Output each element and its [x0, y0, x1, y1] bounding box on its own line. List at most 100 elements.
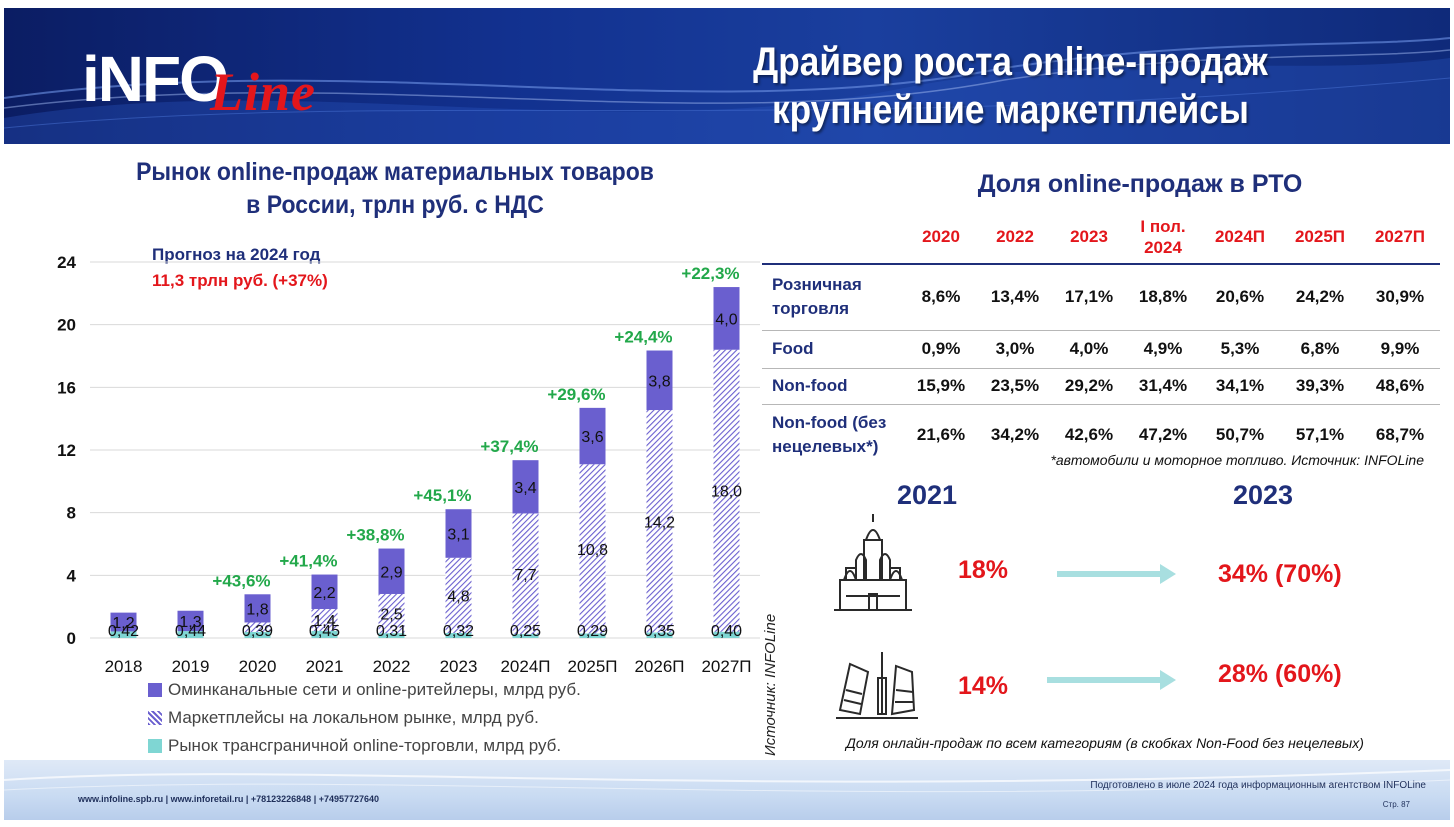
- table-col-header: 2023: [1070, 227, 1108, 246]
- data-label-omni: 1,3: [179, 614, 201, 631]
- x-tick-label: 2023: [440, 657, 478, 676]
- table-footnote: *автомобили и моторное топливо. Источник…: [1050, 452, 1424, 468]
- data-label-omni: 2,9: [380, 564, 402, 581]
- y-tick-label: 0: [67, 629, 76, 648]
- table-cell: 50,7%: [1200, 403, 1280, 466]
- y-tick-label: 20: [57, 316, 76, 335]
- bar-segment-omni: [445, 509, 472, 558]
- data-label-crossborder: 0,35: [644, 623, 675, 640]
- bar-segment-omni: [110, 612, 137, 632]
- data-label-crossborder: 0,44: [175, 623, 206, 640]
- bar-segment-crossborder: [177, 631, 204, 638]
- chart-legend: Оминканальные сети и online-ритейлеры, м…: [148, 676, 581, 760]
- growth-label: +41,4%: [279, 552, 337, 571]
- moscow-share-2021: 18%: [958, 556, 1009, 584]
- bar-segment-crossborder: [110, 631, 137, 638]
- legend-item-crossborder: Рынок трансграничной online-торговли, мл…: [148, 732, 581, 760]
- data-label-omni: 1,2: [112, 615, 134, 632]
- table-cell: 17,1%: [1052, 263, 1126, 330]
- table-cell: 9,9%: [1360, 329, 1440, 368]
- growth-label: +45,1%: [413, 486, 471, 505]
- x-tick-label: 2027П: [701, 657, 751, 676]
- online-share-table: 2020 2022 2023 I пол. 2024 2024П 2025П 2…: [762, 210, 1440, 466]
- table-col-header: 2024П: [1214, 227, 1266, 246]
- bar-segment-crossborder: [244, 631, 271, 638]
- bar-segment-marketplace: [311, 609, 338, 631]
- spb-share-2021: 14%: [958, 672, 1009, 700]
- bar-segment-marketplace: [579, 464, 606, 634]
- table-cell: 4,9%: [1126, 329, 1200, 368]
- x-tick-label: 2026П: [634, 657, 684, 676]
- y-tick-label: 24: [57, 253, 76, 272]
- table-cell: 29,2%: [1052, 367, 1126, 404]
- x-tick-label: 2019: [172, 657, 210, 676]
- footer-banner: www.infoline.spb.ru | www.inforetail.ru …: [4, 760, 1450, 820]
- bar-segment-marketplace: [646, 410, 673, 633]
- page-title-line2: крупнейшие маркетплейсы: [772, 88, 1250, 132]
- table-title: Доля online-продаж в РТО: [977, 170, 1303, 198]
- x-tick-label: 2022: [373, 657, 411, 676]
- table-cell: 47,2%: [1126, 403, 1200, 466]
- data-label-crossborder: 0,32: [443, 623, 474, 640]
- moscow-cathedral-icon: [834, 514, 912, 611]
- data-label-omni: 2,2: [313, 585, 335, 602]
- data-label-crossborder: 0,29: [577, 623, 608, 640]
- footer-page-number: Стр. 87: [1382, 800, 1410, 809]
- growth-label: +43,6%: [212, 571, 270, 590]
- bar-segment-omni: [713, 287, 740, 350]
- bar-segment-crossborder: [512, 634, 539, 638]
- data-label-marketplace: 1,4: [313, 613, 335, 630]
- footer-wave-decoration: [4, 769, 1450, 793]
- data-label-crossborder: 0,25: [510, 623, 541, 640]
- legend-label-crossborder: Рынок трансграничной online-торговли, мл…: [168, 736, 562, 755]
- x-tick-label: 2018: [105, 657, 143, 676]
- moscow-arrow-icon: [1057, 564, 1176, 584]
- table-cell: 57,1%: [1280, 403, 1360, 466]
- y-tick-label: 4: [67, 566, 77, 585]
- table-row: Food 0,9% 3,0% 4,0% 4,9% 5,3% 6,8% 9,9%: [762, 329, 1440, 368]
- data-label-crossborder: 0,45: [309, 623, 340, 640]
- bar-segment-omni: [378, 548, 405, 594]
- bar-segment-crossborder: [713, 631, 740, 638]
- table-cell: 68,7%: [1360, 403, 1440, 466]
- vertical-source-label: Источник: INFOLine: [762, 613, 779, 756]
- legend-item-omni: Оминканальные сети и online-ритейлеры, м…: [148, 676, 581, 704]
- data-label-marketplace: 2,5: [380, 607, 402, 624]
- x-tick-label: 2021: [306, 657, 344, 676]
- growth-label: +22,3%: [681, 264, 739, 283]
- legend-item-marketplace: Маркетплейсы на локальном рынке, млрд ру…: [148, 704, 581, 732]
- table-col-header: 2022: [996, 227, 1034, 246]
- y-tick-label: 8: [67, 504, 76, 523]
- table-cell: 30,9%: [1360, 263, 1440, 330]
- table-cell: 34,2%: [978, 403, 1052, 466]
- data-label-marketplace: 14,2: [644, 514, 675, 531]
- table-cell: 13,4%: [978, 263, 1052, 330]
- table-row-label: Non-food (без нецелевых*): [762, 403, 904, 466]
- chart-title-line2: в России, трлн руб. с НДС: [246, 191, 544, 219]
- footer-prepared: Подготовлено в июле 2024 года информацио…: [1090, 780, 1426, 791]
- table-row: Non-food (без нецелевых*) 21,6% 34,2% 42…: [762, 403, 1440, 466]
- chart-title-line1: Рынок online-продаж материальных товаров: [136, 158, 654, 186]
- table-cell: 39,3%: [1280, 367, 1360, 404]
- table-row-label: Non-food: [762, 367, 904, 404]
- bar-segment-omni: [646, 350, 673, 411]
- forecast-label: Прогноз на 2024 год: [152, 245, 321, 264]
- table-row: Розничная торговля 8,6% 13,4% 17,1% 18,8…: [762, 263, 1440, 330]
- table-col-header: 2027П: [1374, 227, 1426, 246]
- data-label-omni: 3,1: [447, 527, 469, 544]
- legend-swatch-omni: [148, 683, 162, 697]
- data-label-marketplace: 10,8: [577, 542, 608, 559]
- header-wave-decoration: [4, 37, 1450, 144]
- data-label-crossborder: 0,39: [242, 623, 273, 640]
- header-banner: iNFO Line Драйвер роста online-продаж кр…: [4, 8, 1450, 144]
- table-cell: 23,5%: [978, 367, 1052, 404]
- table-corner-cell: [762, 210, 904, 264]
- spb-arrow-icon: [1047, 670, 1176, 690]
- table-cell: 8,6%: [904, 263, 978, 330]
- footer-contacts: www.infoline.spb.ru | www.inforetail.ru …: [78, 794, 380, 804]
- moscow-share-2023: 34% (70%): [1218, 560, 1342, 588]
- forecast-value: 11,3 трлн руб. (+37%): [152, 271, 328, 290]
- table-cell: 34,1%: [1200, 367, 1280, 404]
- legend-swatch-marketplace: [148, 711, 162, 725]
- x-tick-label: 2020: [239, 657, 277, 676]
